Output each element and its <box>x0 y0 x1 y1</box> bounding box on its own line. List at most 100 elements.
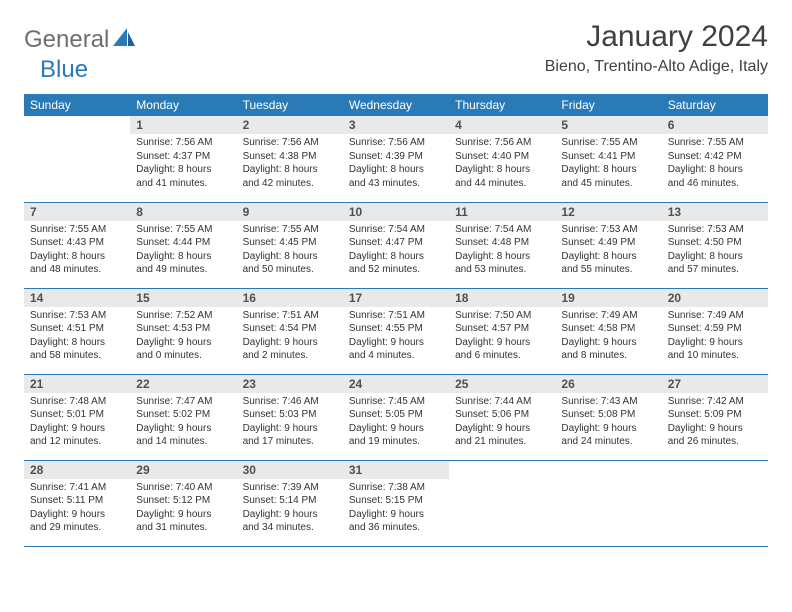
day-sun-info: Sunrise: 7:53 AMSunset: 4:50 PMDaylight:… <box>662 221 768 281</box>
day-sun-info: Sunrise: 7:49 AMSunset: 4:58 PMDaylight:… <box>555 307 661 367</box>
calendar-day-cell: 16Sunrise: 7:51 AMSunset: 4:54 PMDayligh… <box>237 288 343 374</box>
calendar-day-cell: 6Sunrise: 7:55 AMSunset: 4:42 PMDaylight… <box>662 116 768 202</box>
calendar-day-cell: 4Sunrise: 7:56 AMSunset: 4:40 PMDaylight… <box>449 116 555 202</box>
day-number: 26 <box>555 375 661 393</box>
day-number: 8 <box>130 203 236 221</box>
logo-sail-icon <box>113 28 135 53</box>
calendar-day-cell: 14Sunrise: 7:53 AMSunset: 4:51 PMDayligh… <box>24 288 130 374</box>
calendar-day-cell: 29Sunrise: 7:40 AMSunset: 5:12 PMDayligh… <box>130 460 236 546</box>
calendar-day-cell: 21Sunrise: 7:48 AMSunset: 5:01 PMDayligh… <box>24 374 130 460</box>
day-number: 5 <box>555 116 661 134</box>
calendar-day-cell: 30Sunrise: 7:39 AMSunset: 5:14 PMDayligh… <box>237 460 343 546</box>
day-sun-info: Sunrise: 7:53 AMSunset: 4:49 PMDaylight:… <box>555 221 661 281</box>
day-number: 14 <box>24 289 130 307</box>
calendar-day-cell: 18Sunrise: 7:50 AMSunset: 4:57 PMDayligh… <box>449 288 555 374</box>
day-number: 1 <box>130 116 236 134</box>
month-title: January 2024 <box>545 20 768 54</box>
day-number: 22 <box>130 375 236 393</box>
day-sun-info: Sunrise: 7:52 AMSunset: 4:53 PMDaylight:… <box>130 307 236 367</box>
weekday-header: Wednesday <box>343 94 449 116</box>
day-number: 27 <box>662 375 768 393</box>
day-sun-info: Sunrise: 7:55 AMSunset: 4:44 PMDaylight:… <box>130 221 236 281</box>
day-number: 7 <box>24 203 130 221</box>
day-sun-info: Sunrise: 7:38 AMSunset: 5:15 PMDaylight:… <box>343 479 449 539</box>
day-sun-info: Sunrise: 7:47 AMSunset: 5:02 PMDaylight:… <box>130 393 236 453</box>
calendar-day-cell: 5Sunrise: 7:55 AMSunset: 4:41 PMDaylight… <box>555 116 661 202</box>
day-sun-info: Sunrise: 7:45 AMSunset: 5:05 PMDaylight:… <box>343 393 449 453</box>
weekday-header: Friday <box>555 94 661 116</box>
day-sun-info: Sunrise: 7:39 AMSunset: 5:14 PMDaylight:… <box>237 479 343 539</box>
day-sun-info: Sunrise: 7:48 AMSunset: 5:01 PMDaylight:… <box>24 393 130 453</box>
day-number: 29 <box>130 461 236 479</box>
day-sun-info: Sunrise: 7:56 AMSunset: 4:37 PMDaylight:… <box>130 134 236 194</box>
calendar-day-cell: 28Sunrise: 7:41 AMSunset: 5:11 PMDayligh… <box>24 460 130 546</box>
day-number: 2 <box>237 116 343 134</box>
calendar-day-cell <box>449 460 555 546</box>
calendar-day-cell: 17Sunrise: 7:51 AMSunset: 4:55 PMDayligh… <box>343 288 449 374</box>
day-number: 25 <box>449 375 555 393</box>
calendar-day-cell: 2Sunrise: 7:56 AMSunset: 4:38 PMDaylight… <box>237 116 343 202</box>
day-sun-info: Sunrise: 7:55 AMSunset: 4:45 PMDaylight:… <box>237 221 343 281</box>
day-number: 30 <box>237 461 343 479</box>
day-sun-info: Sunrise: 7:51 AMSunset: 4:55 PMDaylight:… <box>343 307 449 367</box>
title-block: January 2024 Bieno, Trentino-Alto Adige,… <box>545 20 768 76</box>
calendar-day-cell: 10Sunrise: 7:54 AMSunset: 4:47 PMDayligh… <box>343 202 449 288</box>
calendar-week-row: 1Sunrise: 7:56 AMSunset: 4:37 PMDaylight… <box>24 116 768 202</box>
weekday-header: Thursday <box>449 94 555 116</box>
day-sun-info: Sunrise: 7:55 AMSunset: 4:43 PMDaylight:… <box>24 221 130 281</box>
calendar-body: 1Sunrise: 7:56 AMSunset: 4:37 PMDaylight… <box>24 116 768 546</box>
calendar-table: SundayMondayTuesdayWednesdayThursdayFrid… <box>24 94 768 547</box>
day-sun-info: Sunrise: 7:41 AMSunset: 5:11 PMDaylight:… <box>24 479 130 539</box>
day-number: 21 <box>24 375 130 393</box>
weekday-header: Saturday <box>662 94 768 116</box>
calendar-day-cell: 9Sunrise: 7:55 AMSunset: 4:45 PMDaylight… <box>237 202 343 288</box>
day-sun-info: Sunrise: 7:53 AMSunset: 4:51 PMDaylight:… <box>24 307 130 367</box>
day-number: 10 <box>343 203 449 221</box>
calendar-week-row: 21Sunrise: 7:48 AMSunset: 5:01 PMDayligh… <box>24 374 768 460</box>
day-sun-info: Sunrise: 7:51 AMSunset: 4:54 PMDaylight:… <box>237 307 343 367</box>
day-number: 24 <box>343 375 449 393</box>
day-number: 13 <box>662 203 768 221</box>
day-number: 28 <box>24 461 130 479</box>
calendar-day-cell: 31Sunrise: 7:38 AMSunset: 5:15 PMDayligh… <box>343 460 449 546</box>
calendar-week-row: 28Sunrise: 7:41 AMSunset: 5:11 PMDayligh… <box>24 460 768 546</box>
day-number: 18 <box>449 289 555 307</box>
calendar-day-cell: 3Sunrise: 7:56 AMSunset: 4:39 PMDaylight… <box>343 116 449 202</box>
calendar-day-cell: 27Sunrise: 7:42 AMSunset: 5:09 PMDayligh… <box>662 374 768 460</box>
day-number: 19 <box>555 289 661 307</box>
day-sun-info: Sunrise: 7:43 AMSunset: 5:08 PMDaylight:… <box>555 393 661 453</box>
day-sun-info: Sunrise: 7:49 AMSunset: 4:59 PMDaylight:… <box>662 307 768 367</box>
calendar-day-cell: 23Sunrise: 7:46 AMSunset: 5:03 PMDayligh… <box>237 374 343 460</box>
day-sun-info: Sunrise: 7:55 AMSunset: 4:41 PMDaylight:… <box>555 134 661 194</box>
calendar-day-cell <box>555 460 661 546</box>
weekday-header: Monday <box>130 94 236 116</box>
calendar-day-cell <box>24 116 130 202</box>
logo-text-blue: Blue <box>40 56 88 84</box>
calendar-day-cell: 1Sunrise: 7:56 AMSunset: 4:37 PMDaylight… <box>130 116 236 202</box>
calendar-day-cell: 19Sunrise: 7:49 AMSunset: 4:58 PMDayligh… <box>555 288 661 374</box>
day-sun-info: Sunrise: 7:56 AMSunset: 4:38 PMDaylight:… <box>237 134 343 194</box>
calendar-day-cell: 24Sunrise: 7:45 AMSunset: 5:05 PMDayligh… <box>343 374 449 460</box>
calendar-day-cell <box>662 460 768 546</box>
day-sun-info: Sunrise: 7:55 AMSunset: 4:42 PMDaylight:… <box>662 134 768 194</box>
day-sun-info: Sunrise: 7:54 AMSunset: 4:48 PMDaylight:… <box>449 221 555 281</box>
day-number: 3 <box>343 116 449 134</box>
day-sun-info: Sunrise: 7:54 AMSunset: 4:47 PMDaylight:… <box>343 221 449 281</box>
day-sun-info: Sunrise: 7:44 AMSunset: 5:06 PMDaylight:… <box>449 393 555 453</box>
calendar-day-cell: 26Sunrise: 7:43 AMSunset: 5:08 PMDayligh… <box>555 374 661 460</box>
calendar-week-row: 14Sunrise: 7:53 AMSunset: 4:51 PMDayligh… <box>24 288 768 374</box>
day-sun-info: Sunrise: 7:40 AMSunset: 5:12 PMDaylight:… <box>130 479 236 539</box>
day-number: 15 <box>130 289 236 307</box>
day-number: 12 <box>555 203 661 221</box>
day-sun-info: Sunrise: 7:56 AMSunset: 4:39 PMDaylight:… <box>343 134 449 194</box>
calendar-week-row: 7Sunrise: 7:55 AMSunset: 4:43 PMDaylight… <box>24 202 768 288</box>
day-sun-info: Sunrise: 7:46 AMSunset: 5:03 PMDaylight:… <box>237 393 343 453</box>
calendar-day-cell: 7Sunrise: 7:55 AMSunset: 4:43 PMDaylight… <box>24 202 130 288</box>
day-number: 6 <box>662 116 768 134</box>
day-number: 23 <box>237 375 343 393</box>
calendar-day-cell: 25Sunrise: 7:44 AMSunset: 5:06 PMDayligh… <box>449 374 555 460</box>
calendar-day-cell: 13Sunrise: 7:53 AMSunset: 4:50 PMDayligh… <box>662 202 768 288</box>
calendar-header-row: SundayMondayTuesdayWednesdayThursdayFrid… <box>24 94 768 116</box>
calendar-day-cell: 20Sunrise: 7:49 AMSunset: 4:59 PMDayligh… <box>662 288 768 374</box>
calendar-day-cell: 22Sunrise: 7:47 AMSunset: 5:02 PMDayligh… <box>130 374 236 460</box>
